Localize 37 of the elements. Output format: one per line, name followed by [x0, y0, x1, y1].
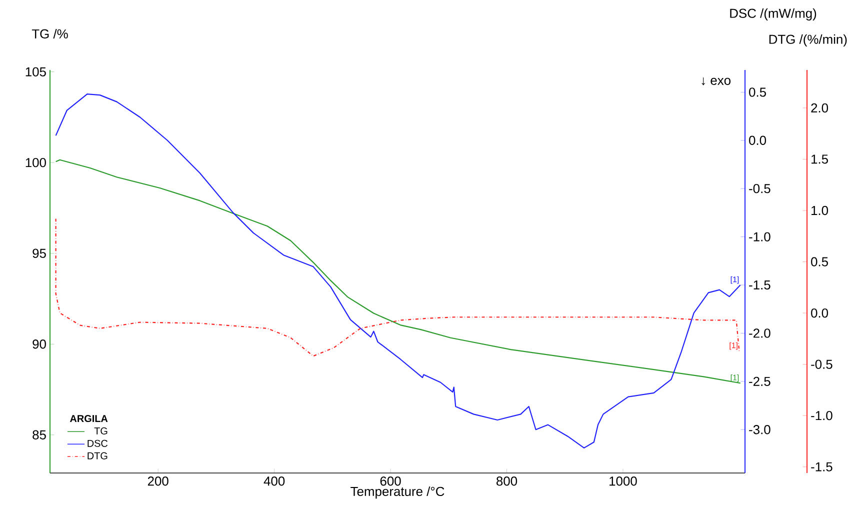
y3-tick-label: 1.5: [812, 154, 828, 164]
y-tick-label: 95: [32, 248, 46, 258]
x-tick-label: 200: [148, 476, 168, 486]
y-tick-label: 85: [32, 430, 46, 440]
y-tick-label: 100: [26, 158, 46, 168]
annotation: ↓ exo: [702, 78, 731, 86]
legend-label: TG: [94, 427, 108, 434]
y2-tick-label: -3.0: [749, 425, 770, 434]
x-tick-label: 1000: [610, 476, 637, 486]
y3-tick-label: 1.0: [812, 206, 828, 216]
y2-tick-label: -0.5: [749, 184, 770, 194]
x-tick-label: 600: [380, 476, 401, 486]
y3-axis-title: DTG /(%/min): [769, 34, 847, 46]
y2-tick-label: 0.0: [749, 136, 766, 145]
x-tick-label: 400: [264, 476, 285, 486]
y3-tick-label: 2.0: [811, 103, 828, 113]
legend-label: DTG: [88, 452, 108, 460]
y3-tick-label: -1.5: [811, 462, 832, 472]
y2-tick-label: -2.0: [749, 328, 770, 338]
y2-tick-label: 0.5: [749, 88, 766, 97]
y2-tick-label: -1.0: [749, 232, 770, 242]
y-tick-label: 105: [26, 67, 46, 76]
y-axis-title: TG /%: [32, 28, 68, 38]
y2-axis-title: DSC /(mW/mg): [730, 8, 816, 20]
y3-tick-label: -0.5: [811, 360, 832, 369]
y2-tick-label: -2.5: [749, 376, 770, 386]
x-tick-label: 800: [496, 476, 518, 486]
line-series: [55, 94, 741, 448]
x-axis-title: Temperature /°C: [350, 486, 444, 499]
y2-tick-label: -1.5: [749, 280, 770, 290]
line-series: [55, 159, 741, 384]
y-tick-label: 90: [32, 340, 46, 349]
y3-tick-label: -1.0: [811, 410, 832, 420]
legend-label: DSC: [88, 440, 108, 447]
legend-title: ARGILA: [70, 415, 108, 422]
y3-tick-label: 0.0: [811, 308, 828, 318]
y3-tick-label: 0.5: [811, 257, 828, 266]
